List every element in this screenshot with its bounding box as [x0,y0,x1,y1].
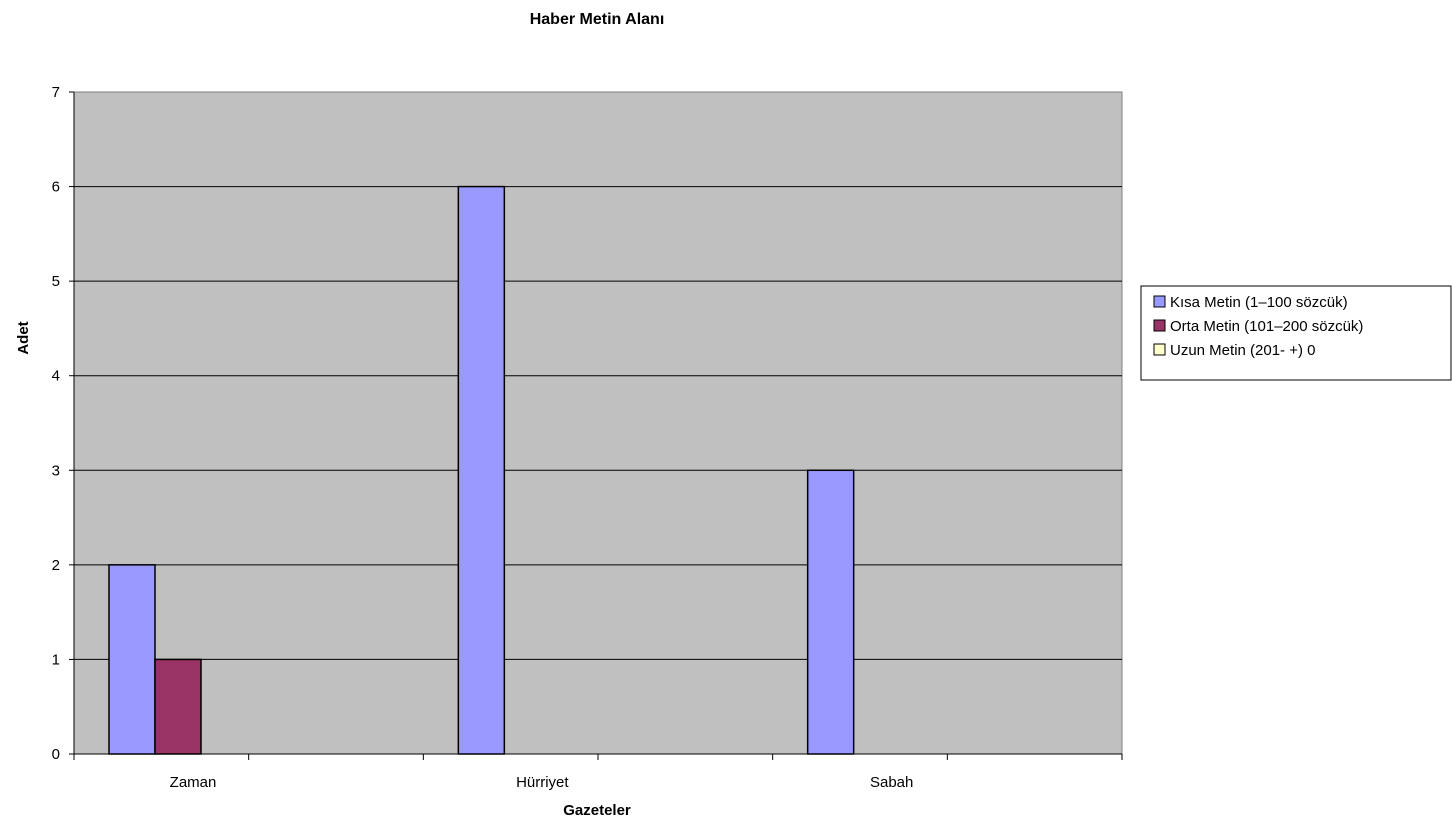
y-tick-label: 4 [52,368,60,385]
legend-swatch [1153,319,1166,332]
legend-swatch [1153,295,1166,308]
y-tick-label: 1 [52,651,60,668]
bars [108,185,855,755]
x-tick-label: Sabah [870,774,913,791]
y-tick-label: 2 [52,557,60,574]
gridlines [74,186,1122,660]
bar [806,469,855,755]
y-tick-label: 6 [52,179,60,196]
x-tick-label: Zaman [170,774,217,791]
legend-label: Uzun Metin (201- +) 0 [1170,342,1315,359]
y-tick-label: 0 [52,746,60,763]
y-axis-title: Adet [15,321,32,354]
y-tick-label: 5 [52,273,60,290]
y-tick-label: 7 [52,84,60,101]
bar [154,658,202,755]
chart-title: Haber Metin Alanı [530,11,665,28]
x-tick-labels: Zaman Hürriyet Sabah [170,774,914,791]
legend-box [1140,285,1452,381]
x-axis-title: Gazeteler [563,802,631,819]
bar [108,564,156,755]
legend-swatch [1153,343,1166,356]
x-tick-label: Hürriyet [516,774,569,791]
y-tick-labels: 0 1 2 3 4 5 6 7 [52,84,60,763]
plot-area [73,91,1123,755]
legend-label: Kısa Metin (1–100 sözcük) [1170,294,1348,311]
y-tick-label: 3 [52,462,60,479]
axes [69,91,1123,760]
legend: Kısa Metin (1–100 sözcük) Orta Metin (101… [1140,285,1452,381]
bar [457,185,506,755]
legend-label: Orta Metin (101–200 sözcük) [1170,318,1363,335]
